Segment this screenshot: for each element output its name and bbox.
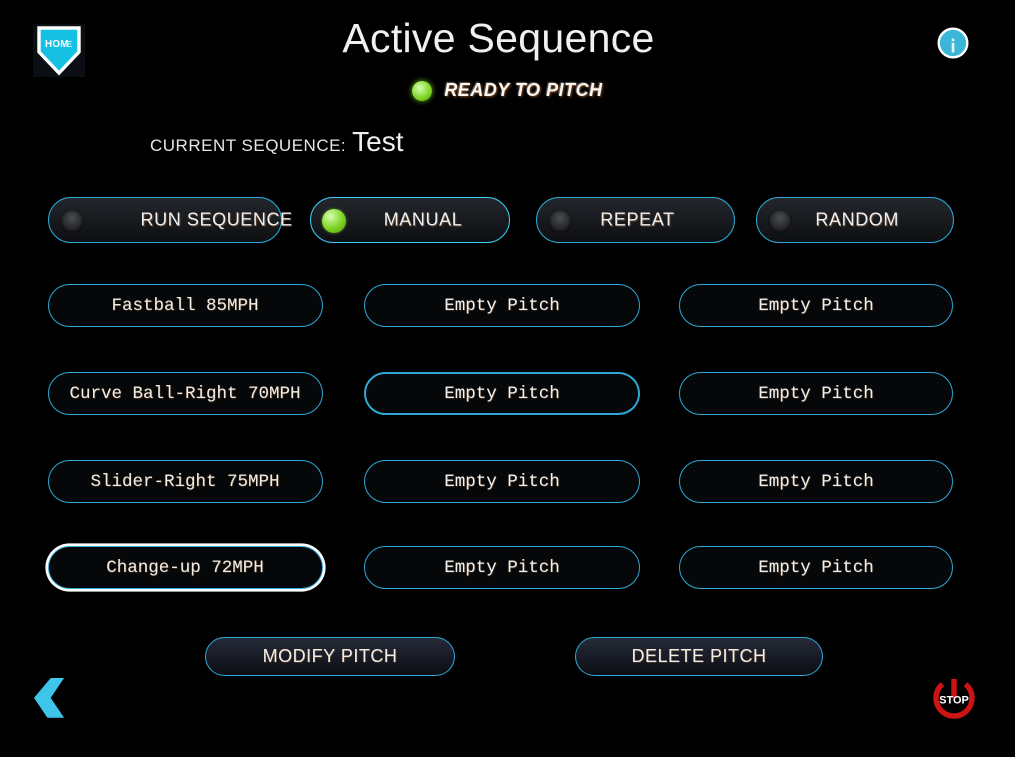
- svg-text:STOP: STOP: [939, 695, 969, 707]
